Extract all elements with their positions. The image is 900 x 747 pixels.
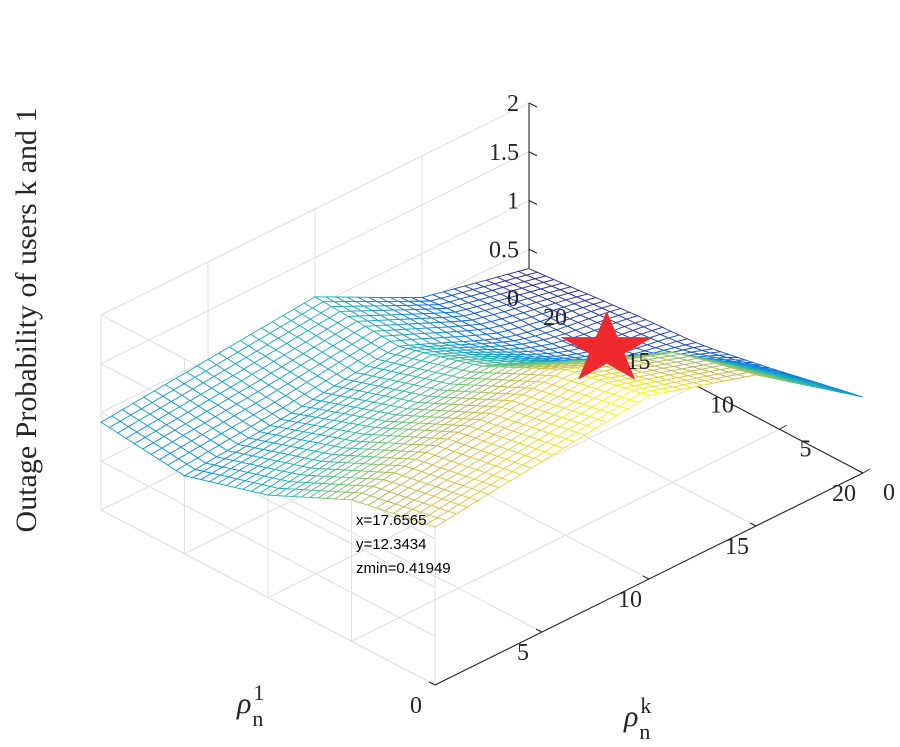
y-axis-label-sub: n — [252, 706, 263, 731]
grid-line — [351, 428, 780, 642]
x-tick-mark — [535, 628, 543, 633]
x-tick-label: 5 — [517, 640, 529, 666]
y-tick-label: 0 — [883, 480, 895, 506]
x-tick-label: 20 — [832, 481, 856, 507]
z-tick-mark — [528, 200, 538, 205]
z-tick-label: 2 — [507, 91, 519, 117]
x-axis-label-sub: n — [639, 719, 650, 744]
y-tick-label: 10 — [710, 393, 734, 419]
z-tick-label: 0 — [507, 286, 519, 312]
y-axis-label-symbol: ρ — [236, 687, 251, 720]
x-tick-label: 10 — [618, 587, 642, 613]
y-tick-mark — [779, 424, 787, 430]
surface-mesh — [100, 268, 864, 528]
annotation-x: x=17.6565 — [356, 512, 426, 529]
x-axis-label-sup: k — [640, 693, 651, 718]
x-tick-label: 15 — [725, 534, 749, 560]
y-axis-label: ρ1 n — [236, 680, 264, 731]
z-tick-mark — [528, 151, 538, 157]
y-tick-label: 15 — [627, 349, 651, 375]
tick-labels: 0 5 10 15 20 0 5 10 15 20 0 0.5 1 1.5 2 — [410, 91, 895, 719]
y-axis-label-sup: 1 — [253, 680, 264, 705]
min-marker-group — [560, 311, 654, 380]
min-annotation: x=17.6565 y=12.3434 zmin=0.41949 — [356, 512, 451, 577]
min-marker-star — [560, 311, 654, 380]
annotation-zmin: zmin=0.41949 — [356, 560, 451, 577]
annotation-y: y=12.3434 — [356, 536, 426, 553]
grid-line — [100, 460, 436, 637]
x-axis-label-symbol: ρ — [623, 700, 638, 733]
y-tick-label: 20 — [543, 305, 567, 331]
y-tick-mark — [862, 468, 871, 474]
grid-line — [100, 102, 530, 316]
z-axis-label: Outage Probability of users k and 1 — [10, 108, 43, 533]
z-tick-label: 1 — [507, 189, 519, 215]
z-tick-mark — [528, 102, 538, 108]
x-axis-label: ρk n — [623, 693, 651, 744]
x-tick-mark — [642, 575, 650, 580]
z-tick-label: 0.5 — [489, 237, 519, 263]
surface-cell — [425, 517, 447, 528]
z-tick-label: 1.5 — [489, 140, 519, 166]
y-tick-label: 5 — [800, 436, 812, 462]
x-tick-mark — [749, 522, 757, 527]
z-tick-mark — [528, 248, 538, 254]
grid-line — [100, 151, 530, 365]
grid-line — [100, 509, 436, 686]
x-tick-mark — [428, 681, 436, 686]
x-tick-mark — [856, 469, 864, 474]
x-tick-label: 0 — [410, 693, 422, 719]
